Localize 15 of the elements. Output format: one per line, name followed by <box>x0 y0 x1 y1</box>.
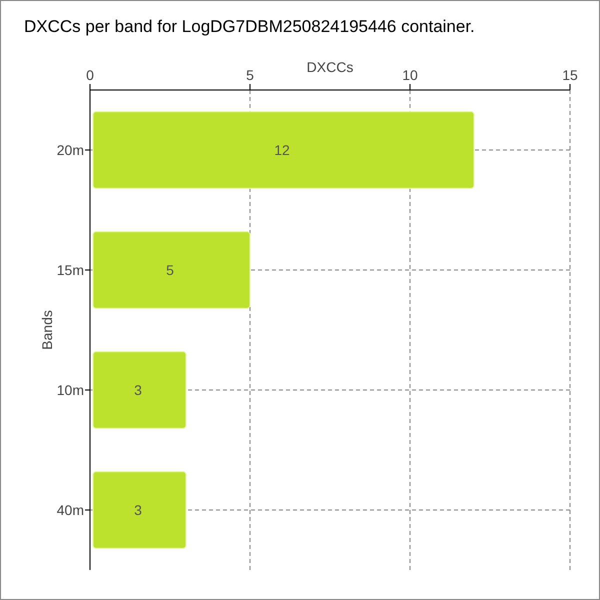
chart-title: DXCCs per band for LogDG7DBM250824195446 container. <box>24 17 475 36</box>
data-label: 5 <box>166 262 174 278</box>
y-axis-title: Bands <box>39 310 55 350</box>
x-tick-label: 5 <box>246 67 254 83</box>
x-axis-title: DXCCs <box>306 59 354 75</box>
y-tick-label: 15m <box>56 262 84 278</box>
y-tick-label: 10m <box>56 382 84 398</box>
y-tick-label: 40m <box>56 502 84 518</box>
x-tick-label: 0 <box>86 67 94 83</box>
x-tick-label: 15 <box>562 67 578 83</box>
y-tick-label: 20m <box>56 142 84 158</box>
data-label: 3 <box>134 382 142 398</box>
data-label: 3 <box>134 502 142 518</box>
x-tick-label: 10 <box>402 67 418 83</box>
data-label: 12 <box>274 142 290 158</box>
